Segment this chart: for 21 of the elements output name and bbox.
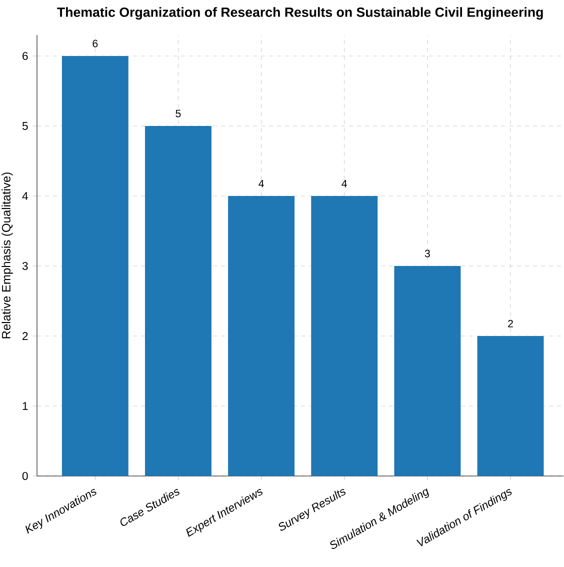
data-label: 2: [508, 320, 513, 328]
data-label: 4: [258, 180, 264, 188]
y-tick-label: 2: [22, 332, 28, 340]
y-tick-label: 6: [22, 52, 28, 60]
bar: [477, 336, 544, 476]
data-label: 6: [92, 40, 98, 48]
bar: [62, 56, 128, 476]
data-label: 3: [424, 250, 430, 258]
bar: [394, 266, 461, 476]
y-tick-label: 5: [22, 122, 28, 130]
y-axis-title: Relative Emphasis (Qualitative): [2, 172, 13, 338]
y-tick-label: 4: [22, 192, 28, 200]
y-tick-label: 3: [22, 262, 28, 270]
bar: [228, 196, 295, 476]
bar: [311, 196, 378, 476]
data-label: 4: [342, 180, 348, 188]
bar: [144, 126, 212, 476]
y-tick-label: 1: [22, 402, 28, 410]
data-label: 5: [176, 110, 181, 118]
y-tick-label: 0: [22, 472, 28, 480]
chart-title: Thematic Organization of Research Results on Sustainable Civil Engineering: [57, 7, 543, 20]
